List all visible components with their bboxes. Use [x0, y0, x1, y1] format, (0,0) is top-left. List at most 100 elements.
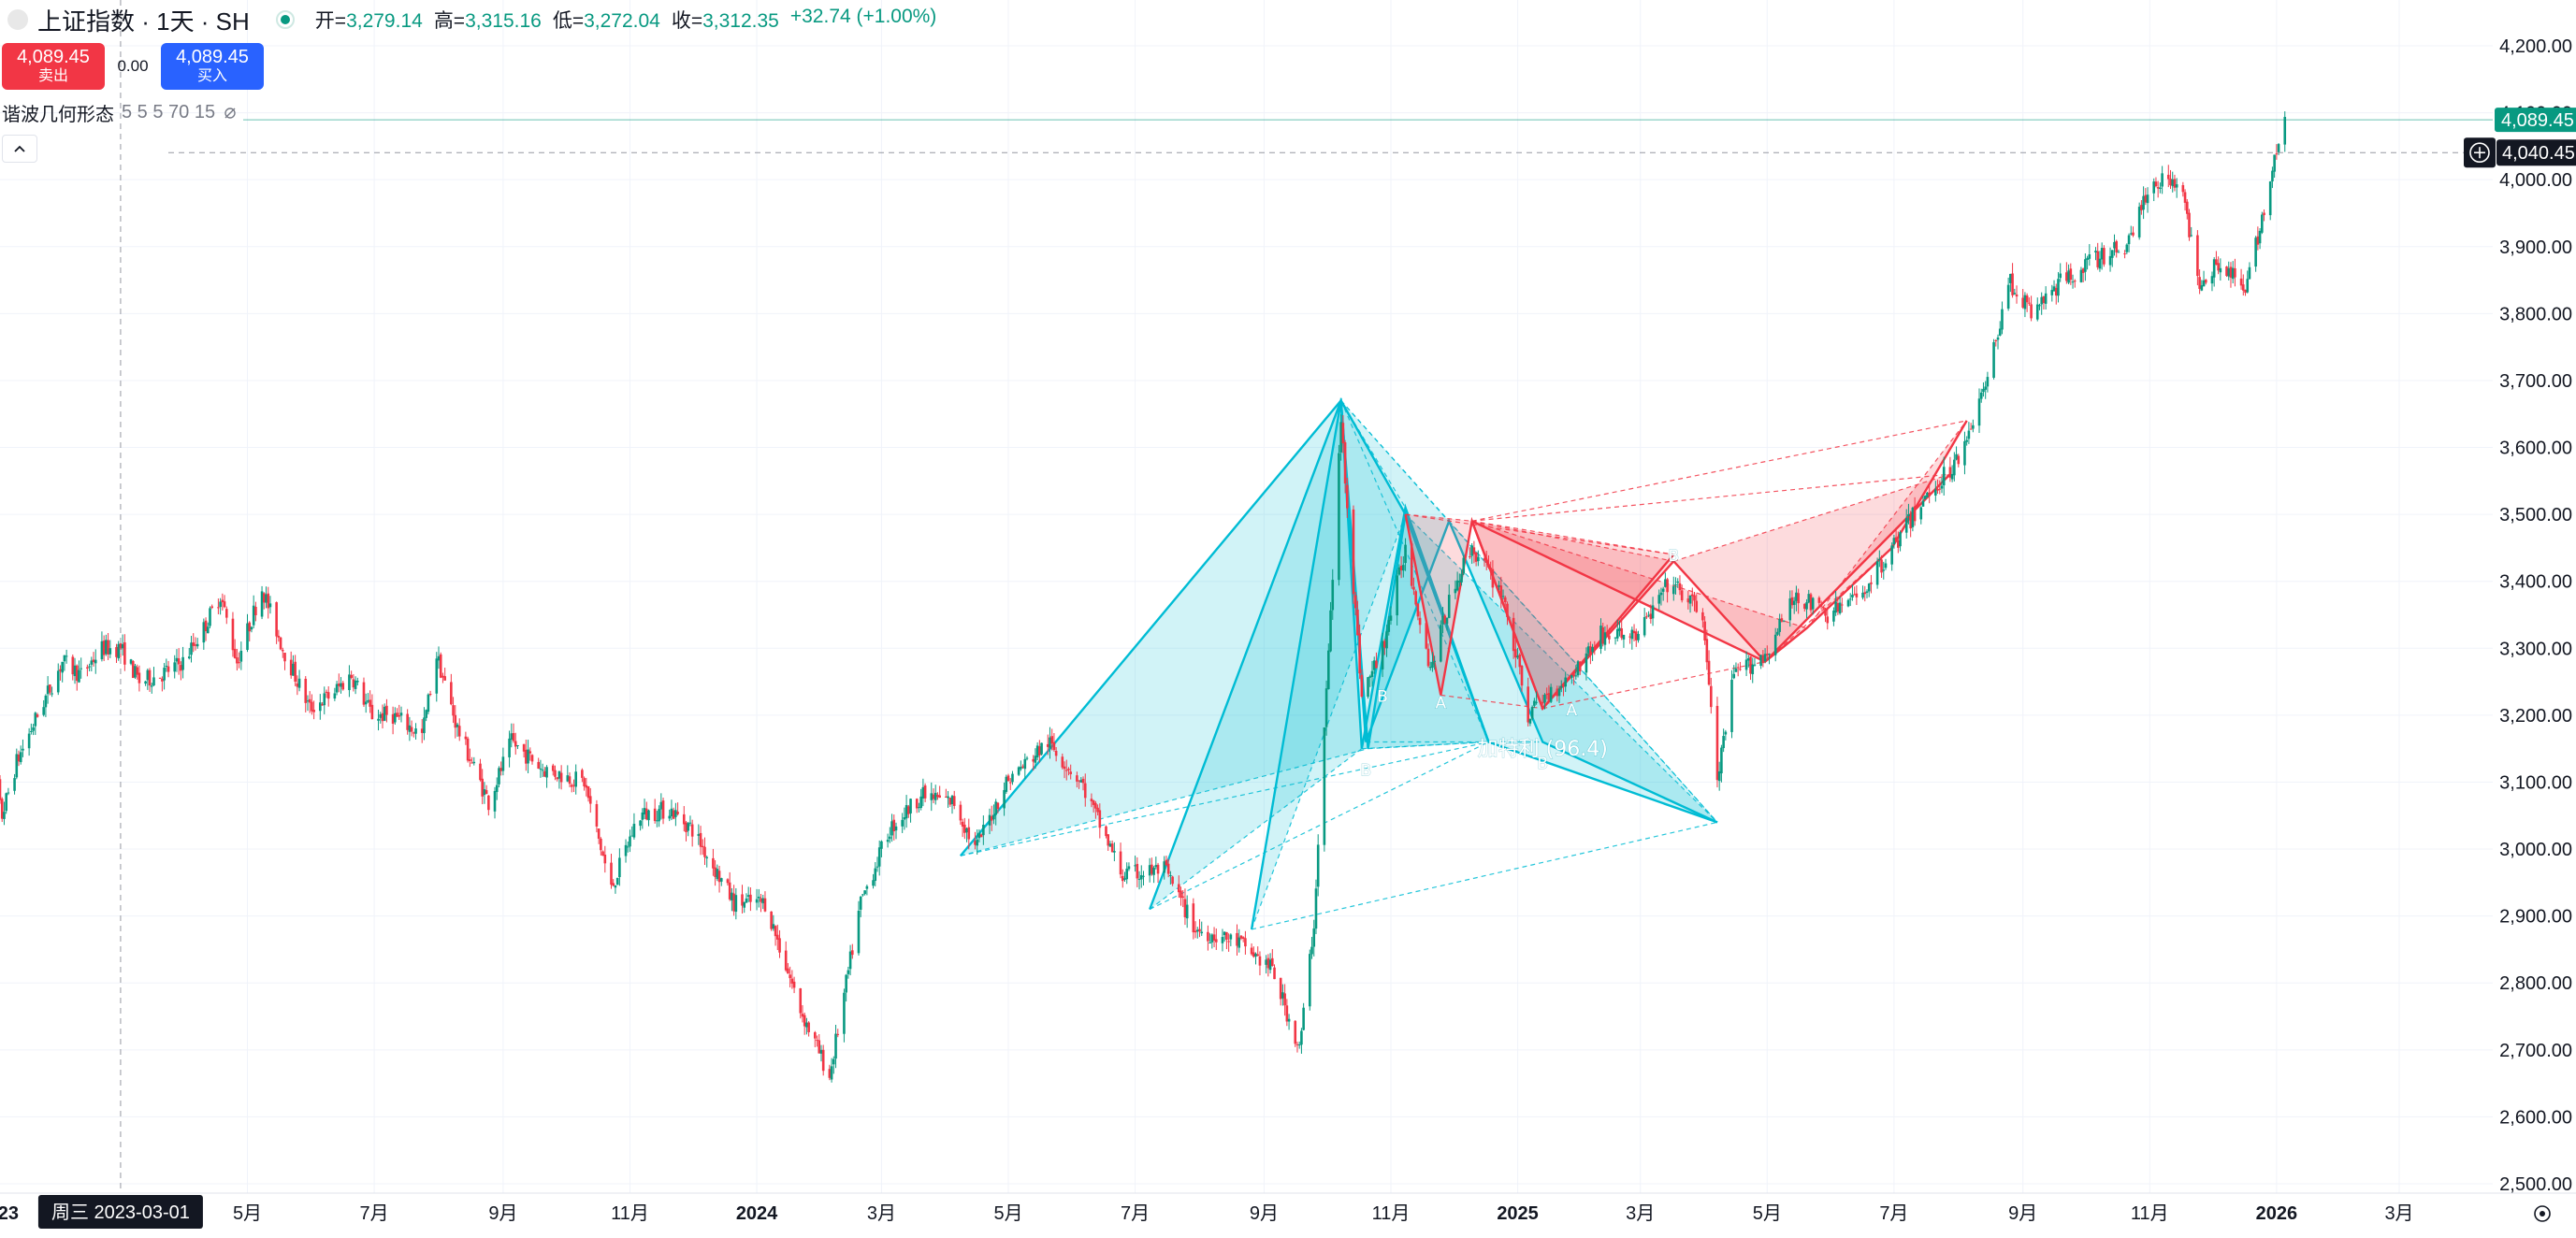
- pattern-ratio-line: [960, 748, 1368, 857]
- candle: [2059, 263, 2062, 282]
- candle-body: [1744, 659, 1748, 670]
- candle: [1212, 927, 1216, 948]
- candle: [367, 693, 369, 703]
- price-axis[interactable]: 4,200.004,100.004,000.003,900.003,800.00…: [2464, 0, 2576, 1195]
- candle: [632, 813, 636, 840]
- candle: [15, 748, 19, 780]
- candle: [1198, 918, 1201, 938]
- indicator-name[interactable]: 谐波几何形态: [2, 105, 114, 125]
- candle-body: [1113, 851, 1116, 853]
- candle-body: [1397, 567, 1401, 575]
- candle-body: [1063, 766, 1066, 770]
- candle: [1836, 598, 1840, 615]
- candle: [761, 894, 765, 910]
- pattern-ratio-line: [960, 741, 1489, 857]
- candle: [1402, 555, 1405, 578]
- candle-body: [1265, 959, 1267, 965]
- market-status-icon[interactable]: [275, 10, 295, 29]
- candle: [437, 646, 441, 669]
- candle-body: [1963, 440, 1966, 466]
- time-tick-label: 2024: [736, 1203, 778, 1224]
- candle-body: [701, 845, 704, 848]
- candle: [1166, 858, 1170, 878]
- candle-body: [1081, 778, 1085, 784]
- candle: [34, 712, 37, 736]
- candle-body: [30, 730, 33, 732]
- time-axis[interactable]: 20235月7月9月11月20243月5月7月9月11月20253月5月7月9月…: [0, 1192, 2576, 1238]
- candle-body: [265, 594, 268, 603]
- candle: [177, 648, 181, 675]
- candle-body: [2239, 278, 2243, 286]
- candle-body: [1749, 656, 1752, 674]
- candle-body: [1156, 864, 1160, 874]
- candle-body: [1599, 626, 1602, 649]
- candle: [803, 1012, 806, 1035]
- candle-body: [248, 622, 252, 632]
- candle-body: [370, 704, 374, 720]
- candle-body: [857, 911, 861, 954]
- candle-body: [1967, 430, 1971, 439]
- collapse-legend-button[interactable]: [2, 135, 37, 163]
- candle: [1258, 951, 1262, 976]
- candle-body: [1977, 398, 1981, 426]
- candle-body: [2273, 154, 2276, 172]
- candle-body: [612, 883, 615, 886]
- candle: [570, 783, 573, 793]
- candle: [716, 864, 719, 882]
- candle-body: [1052, 741, 1056, 751]
- candle: [219, 597, 222, 615]
- candle-body: [732, 893, 735, 912]
- candle-body: [224, 609, 228, 618]
- candle: [1614, 637, 1617, 645]
- candle: [1967, 422, 1971, 444]
- candle: [1811, 597, 1815, 615]
- candle: [2096, 242, 2100, 270]
- pattern-ratio-line: [1806, 420, 1968, 629]
- candle-body: [1503, 597, 1507, 602]
- price-tick-label: 3,600.00: [2499, 439, 2572, 459]
- candle-body: [2084, 259, 2087, 272]
- candle: [2117, 249, 2120, 253]
- candle: [1003, 782, 1006, 816]
- candle-body: [719, 878, 723, 882]
- candle-body: [1416, 603, 1420, 617]
- symbol-title[interactable]: 上证指数 · 1天 · SH: [37, 7, 250, 36]
- sell-button[interactable]: 4,089.45 卖出: [2, 43, 105, 90]
- candle: [134, 663, 137, 680]
- candle: [414, 723, 417, 740]
- indicator-legend[interactable]: 谐波几何形态 5 5 5 70 15: [2, 99, 238, 126]
- candle: [2161, 166, 2164, 194]
- hidden-values-icon[interactable]: [223, 106, 238, 121]
- candle: [876, 857, 879, 872]
- candle-body: [1110, 843, 1114, 853]
- candle: [499, 761, 502, 776]
- candle: [1693, 592, 1696, 612]
- buy-button[interactable]: 4,089.45 买入: [161, 43, 264, 90]
- candle-body: [65, 655, 68, 657]
- candle-body: [1367, 677, 1369, 697]
- candle: [1541, 694, 1544, 705]
- candle: [2057, 271, 2060, 303]
- candle: [1154, 857, 1158, 870]
- candle-body: [1179, 890, 1182, 899]
- candle: [703, 837, 706, 866]
- candle: [1977, 388, 1981, 433]
- candle: [588, 787, 592, 813]
- candle-body: [1487, 564, 1490, 568]
- candle: [2225, 266, 2228, 278]
- candle: [1676, 578, 1680, 588]
- candle: [206, 622, 210, 634]
- candle: [2050, 284, 2054, 302]
- candle: [354, 676, 357, 695]
- candle-body: [94, 659, 97, 664]
- candle-body: [670, 808, 673, 817]
- candle: [821, 1044, 825, 1076]
- candle-body: [1295, 1044, 1299, 1045]
- candle-body: [1273, 967, 1276, 980]
- candle: [1897, 531, 1900, 554]
- candle-body: [420, 728, 424, 733]
- candle: [790, 970, 794, 989]
- candle: [977, 828, 981, 842]
- candle-body: [874, 868, 877, 882]
